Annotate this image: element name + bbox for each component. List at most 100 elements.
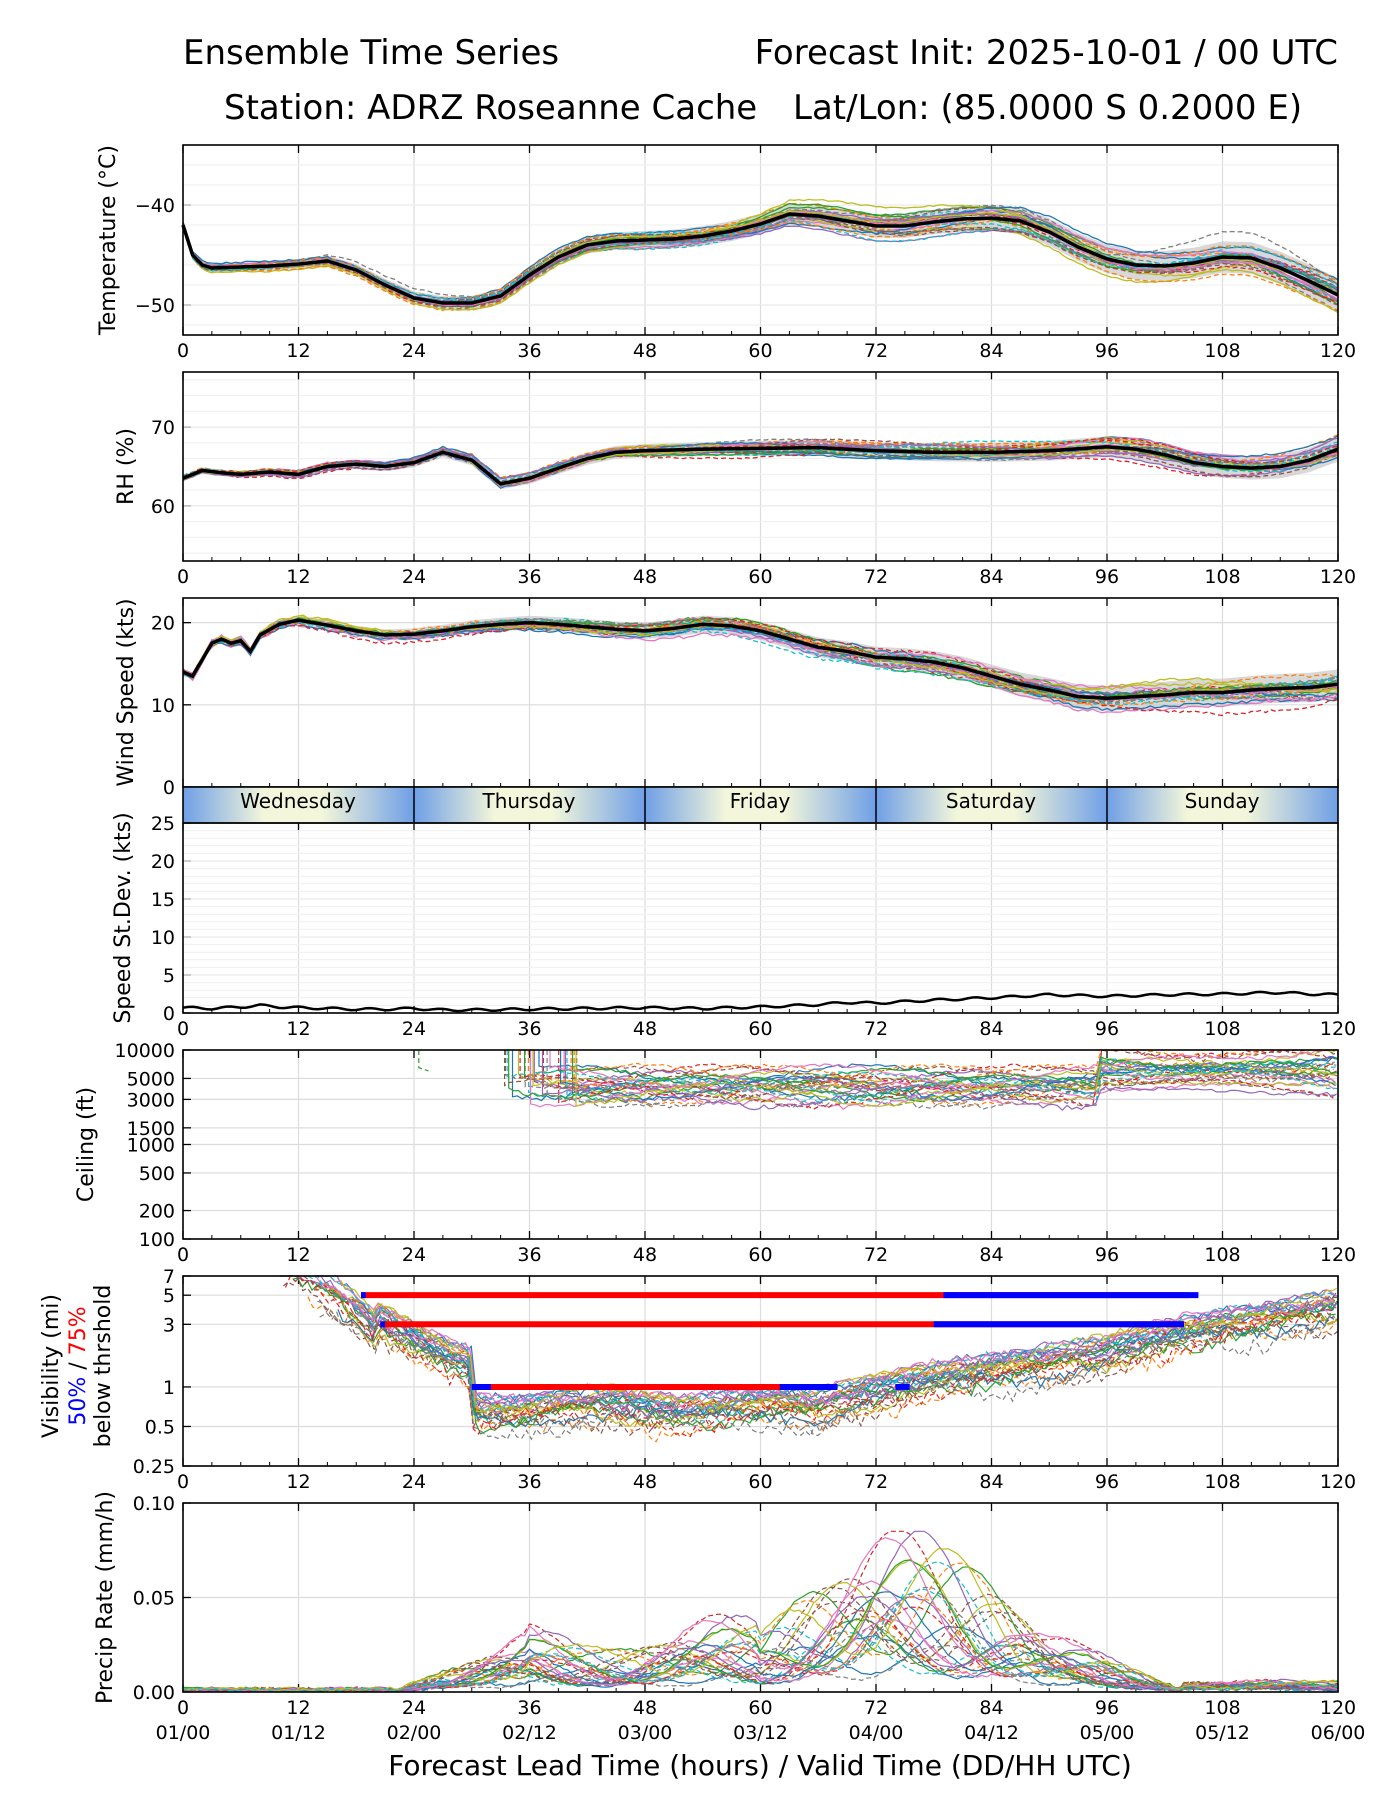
panel-temperature: −50 −40 0 12 24 36 48 60 72 84 96 108 120 Temperature… (96, 144, 1356, 362)
rh-xlabel-84: 84 (979, 566, 1003, 588)
speed_stdev-ylabel-tick-1: 5 (163, 965, 175, 987)
speed_stdev-xlabel-108: 108 (1204, 1018, 1240, 1040)
speed_stdev-xlabel-48: 48 (633, 1018, 657, 1040)
rh-xlabel-24: 24 (402, 566, 426, 588)
rh-frame (182, 371, 1339, 562)
visibility-member-16 (281, 1275, 1337, 1414)
panel-precip-rate: 0.00 0.05 0.10 0 01/00 12 01/12 24 02/00 36 02/12 4… (93, 1491, 1365, 1744)
speed_stdev-ylabel-tick-0: 0 (163, 1003, 175, 1025)
valid-time-label-0: 01/00 (156, 1722, 211, 1744)
valid-time-label-10: 06/00 (1311, 1722, 1366, 1744)
temperature-xlabel-36: 36 (517, 340, 541, 362)
day-label-friday: Friday (730, 789, 791, 813)
speed_stdev-xlabel-24: 24 (402, 1018, 426, 1040)
ceiling-member-4 (564, 1050, 1336, 1095)
panel-rh: 60 70 0 12 24 36 48 60 72 84 96 108 120 RH (%) (114, 371, 1356, 588)
day-band-segment-0 (183, 787, 414, 823)
ceiling-ylabel-tick-1: 200 (139, 1201, 175, 1223)
rh-xlabel-36: 36 (517, 566, 541, 588)
visibility-member-26 (320, 1285, 1337, 1408)
day-band-segment-4 (1107, 787, 1338, 823)
visibility-xlabel-108: 108 (1204, 1471, 1240, 1493)
temperature-member-27 (182, 213, 1339, 304)
station-name: Station: ADRZ Roseanne Cache (224, 88, 757, 128)
precip_rate-ylabel-tick-0: 0.00 (133, 1682, 175, 1704)
speed_stdev-ylabel-tick-5: 25 (151, 813, 175, 835)
ceiling-xlabel-60: 60 (748, 1244, 772, 1266)
temperature-xlabel-12: 12 (286, 340, 310, 362)
speed_stdev-ylabel-tick-4: 20 (151, 851, 175, 873)
visibility-xlabel-12: 12 (286, 1471, 310, 1493)
ceiling-ylabel-tick-7: 10000 (115, 1040, 175, 1062)
precip_rate-xlabel-0: 0 (177, 1697, 189, 1719)
temperature-ylabel: Temperature (°C) (96, 145, 121, 336)
precip_rate-ylabel-tick-2: 0.10 (133, 1493, 175, 1515)
speed_stdev-xlabel-12: 12 (286, 1018, 310, 1040)
temperature-xlabel-72: 72 (864, 340, 888, 362)
visibility-ylabel-tick-0: 0.25 (133, 1456, 175, 1478)
speed_stdev-xlabel-84: 84 (979, 1018, 1003, 1040)
day-band: Wednesday Thursday Friday Saturday Sunday (182, 786, 1339, 824)
visibility-member-29 (315, 1275, 1336, 1415)
day-band-segment-3 (876, 787, 1107, 823)
speed_stdev-xlabel-96: 96 (1095, 1018, 1119, 1040)
valid-time-label-5: 03/12 (733, 1722, 788, 1744)
temperature-xlabel-24: 24 (402, 340, 426, 362)
visibility-ylabel-tick-3: 3 (163, 1314, 175, 1336)
visibility-xlabel-36: 36 (517, 1471, 541, 1493)
legend-75-percent: 75% (66, 1306, 91, 1355)
temperature-xlabel-96: 96 (1095, 340, 1119, 362)
valid-time-label-3: 02/12 (502, 1722, 557, 1744)
visibility-member-24 (316, 1275, 1337, 1420)
rh-member-23 (182, 437, 1339, 487)
speed_stdev-xlabel-0: 0 (177, 1018, 189, 1040)
valid-time-label-4: 03/00 (618, 1722, 673, 1744)
visibility-ylabel-sub: below thrshold (91, 1285, 116, 1448)
wind_speed-ylabel-tick-1: 10 (151, 695, 175, 717)
wind_speed-ylabel-tick-0: 0 (163, 777, 175, 799)
temperature-frame (182, 144, 1339, 336)
rh-ylabel: RH (%) (114, 428, 139, 505)
wind_speed-member-23 (182, 616, 1339, 717)
speed_stdev-xlabel-120: 120 (1320, 1018, 1356, 1040)
panel-visibility: 0.25 0.5 1 3 57 0 12 24 36 48 60 72 84 96 108 120 Visibi… (39, 1266, 1356, 1493)
day-label-sunday: Sunday (1185, 789, 1260, 813)
ceiling-xlabel-24: 24 (402, 1244, 426, 1266)
precip-member-24 (182, 1595, 1339, 1693)
chart-header: Ensemble Time Series Forecast Init: 2025… (183, 33, 1338, 128)
visibility-ylabel-tick-5: 7 (163, 1266, 175, 1288)
ceiling-xlabel-0: 0 (177, 1244, 189, 1266)
legend-separator: / (66, 1355, 91, 1376)
precip_rate-xlabel-24: 24 (402, 1697, 426, 1719)
rh-ylabel-tick-1: 70 (151, 417, 175, 439)
rh-ylabel-tick-0: 60 (151, 496, 175, 518)
precip-member-29 (182, 1588, 1339, 1692)
valid-time-label-2: 02/00 (387, 1722, 442, 1744)
visibility-member-15 (330, 1292, 1337, 1425)
precip-member-15 (182, 1586, 1339, 1692)
ceiling-member-24 (541, 1050, 1337, 1112)
ceiling-member-29 (566, 1050, 1338, 1104)
speed_stdev-ylabel-tick-3: 15 (151, 889, 175, 911)
temperature-xlabel-84: 84 (979, 340, 1003, 362)
rh-member-27 (182, 438, 1339, 487)
precip_rate-xlabel-96: 96 (1095, 1697, 1119, 1719)
visibility-member-25 (283, 1277, 1338, 1437)
ceiling-frame (182, 1049, 1339, 1240)
visibility-xlabel-72: 72 (864, 1471, 888, 1493)
precip_rate-xlabel-12: 12 (286, 1697, 310, 1719)
temperature-member-18 (182, 198, 1339, 314)
visibility-member-28 (339, 1279, 1337, 1413)
precip_rate-ylabel-tick-1: 0.05 (133, 1588, 175, 1610)
rh-member-1 (182, 439, 1339, 485)
precip_rate-xlabel-48: 48 (633, 1697, 657, 1719)
rh-member-15 (182, 438, 1339, 485)
wind_speed-ylabel: Wind Speed (kts) (114, 598, 139, 786)
ceiling-member-early (418, 1050, 429, 1072)
valid-time-label-6: 04/00 (849, 1722, 904, 1744)
visibility-xlabel-24: 24 (402, 1471, 426, 1493)
day-band-segment-1 (414, 787, 645, 823)
wind_speed-member-29 (183, 619, 1339, 706)
